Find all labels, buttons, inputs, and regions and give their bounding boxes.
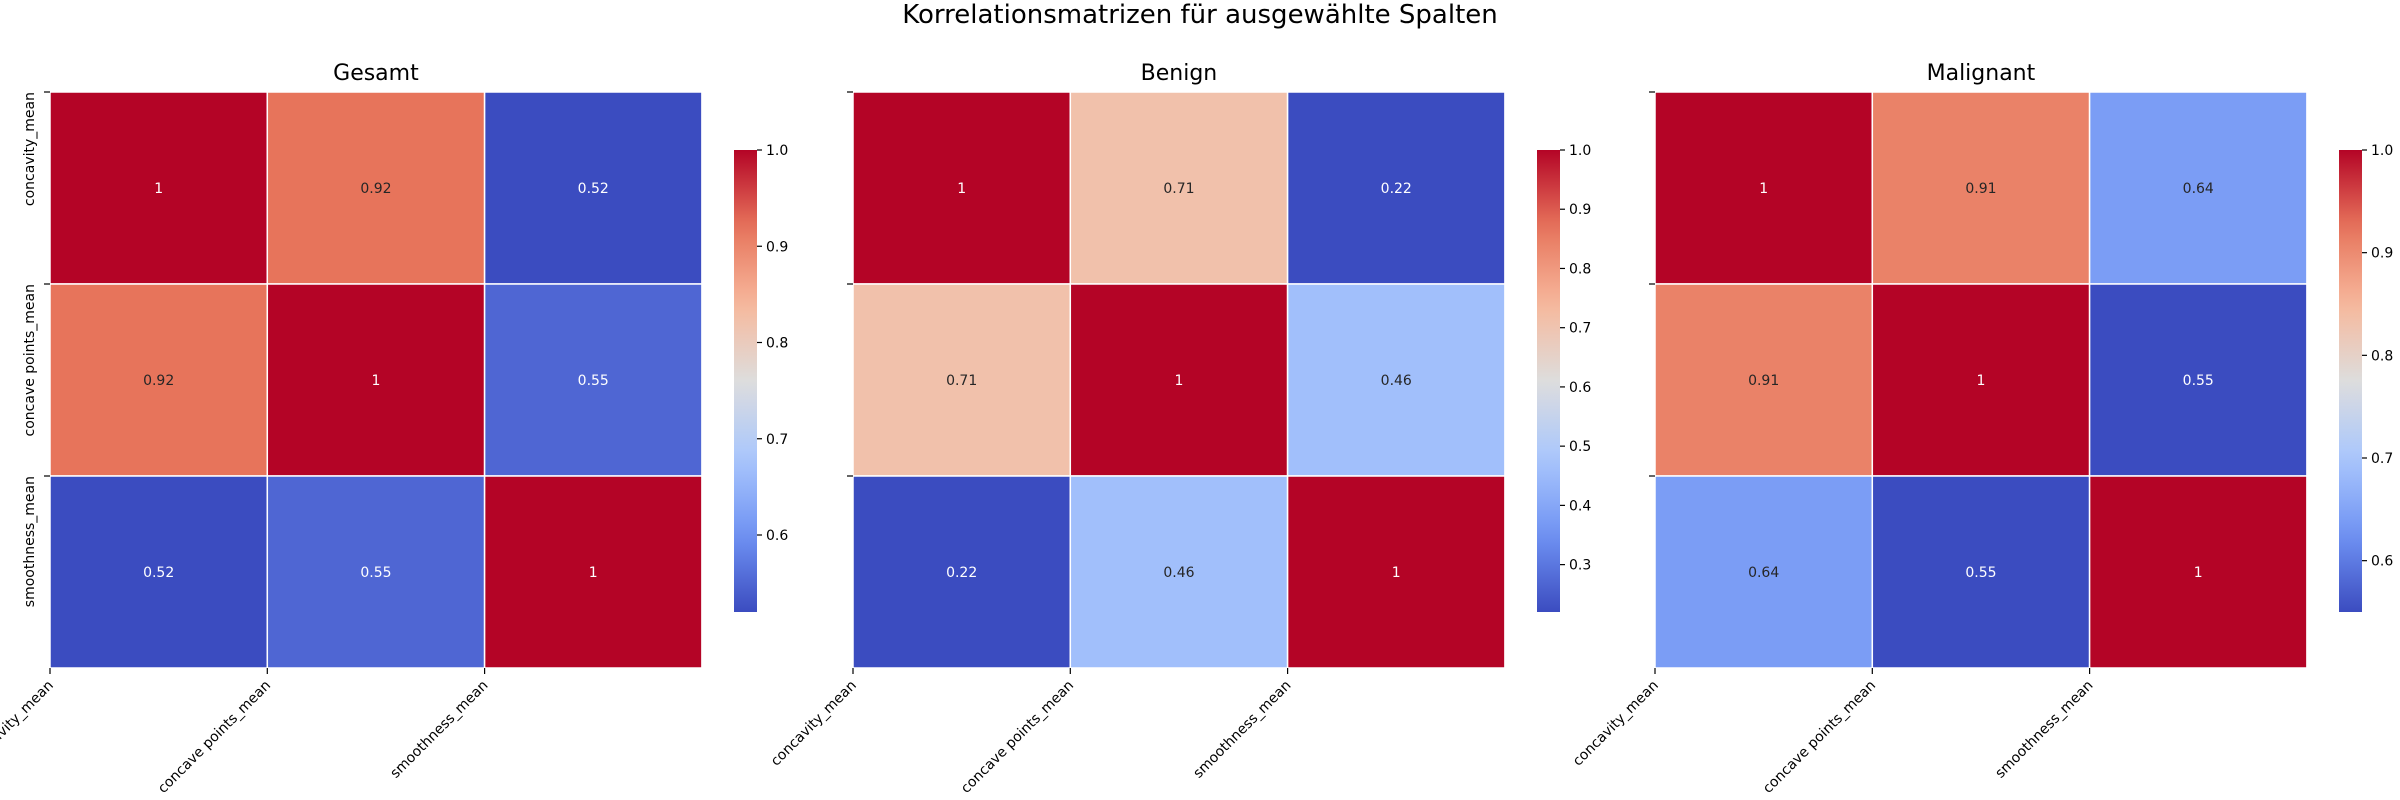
colorbar-tick-label: 0.6 (766, 528, 788, 544)
heatmap-cell (1286, 283, 1506, 477)
panel-title: Malignant (1927, 61, 2036, 86)
cell-annotation: 0.55 (2183, 373, 2214, 389)
heatmap-cell (266, 91, 486, 285)
cell-annotation: 0.92 (143, 373, 174, 389)
heatmap-cell (1286, 475, 1506, 669)
heatmap-cell (266, 283, 486, 477)
colorbar-tick-label: 0.6 (1569, 380, 1591, 396)
cell-annotation: 1 (2194, 565, 2203, 581)
colorbar-tick-label: 0.7 (2371, 451, 2393, 467)
cell-annotation: 0.55 (360, 565, 391, 581)
heatmap-panels: Gesamt 1 0.92 0.52 0.92 1 0.55 0.52 0.55 1 concavi… (0, 61, 2393, 797)
heatmap-cell (1871, 283, 2091, 477)
figure-title: Korrelationsmatrizen für ausgewählte Spa… (902, 0, 1498, 30)
colorbar-tick-label: 0.3 (1569, 558, 1591, 574)
cell-annotation: 1 (589, 565, 598, 581)
cell-annotation: 0.64 (1748, 565, 1779, 581)
colorbar (1537, 150, 1560, 612)
heatmap-cell (852, 283, 1072, 477)
cell-annotation: 0.92 (360, 181, 391, 197)
cell-annotation: 0.46 (1381, 373, 1412, 389)
colorbar-tick-label: 0.8 (1569, 261, 1591, 277)
heatmap-cell (2088, 283, 2308, 477)
heatmap-cell (1654, 91, 1874, 285)
heatmap-cell (852, 91, 1072, 285)
cell-annotation: 1 (1392, 565, 1401, 581)
colorbar-tick-label: 0.9 (1569, 202, 1591, 218)
cell-annotation: 0.71 (1163, 181, 1194, 197)
cell-annotation: 0.52 (578, 181, 609, 197)
cell-annotation: 1 (371, 373, 380, 389)
heatmap-cell (1069, 283, 1289, 477)
heatmap-cell (1871, 475, 2091, 669)
heatmap-cell (1654, 475, 1874, 669)
cell-annotation: 0.52 (143, 565, 174, 581)
colorbar-tick-label: 1.0 (2371, 143, 2393, 159)
cell-annotation: 0.22 (1381, 181, 1412, 197)
heatmap-cell (483, 91, 703, 285)
cell-annotation: 1 (1976, 373, 1985, 389)
heatmap-panel-1: Gesamt 1 0.92 0.52 0.92 1 0.55 0.52 0.55 1 concavi… (0, 61, 788, 797)
heatmap-cell (1654, 283, 1874, 477)
cell-annotation: 0.55 (1965, 565, 1996, 581)
cell-annotation: 0.64 (2183, 181, 2214, 197)
heatmap-cell (1286, 91, 1506, 285)
colorbar-tick-label: 0.9 (2371, 246, 2393, 262)
cell-annotation: 1 (1759, 181, 1768, 197)
colorbar-tick-label: 1.0 (1569, 143, 1591, 159)
heatmap-cell (483, 475, 703, 669)
colorbar-tick-label: 0.8 (2371, 348, 2393, 364)
colorbar-tick-label: 1.0 (766, 143, 788, 159)
heatmap-cell (266, 475, 486, 669)
heatmap-cell (1871, 91, 2091, 285)
y-tick-label: smoothness_mean (22, 476, 38, 607)
heatmap-cell (483, 283, 703, 477)
cell-annotation: 0.71 (946, 373, 977, 389)
panel-title: Gesamt (333, 61, 419, 86)
cell-annotation: 1 (1174, 373, 1183, 389)
cell-annotation: 0.55 (578, 373, 609, 389)
cell-annotation: 1 (957, 181, 966, 197)
panel-title: Benign (1141, 61, 1218, 86)
heatmap-cell (2088, 475, 2308, 669)
y-tick-label: concave points_mean (22, 284, 38, 436)
heatmap-cell (2088, 91, 2308, 285)
colorbar-tick-label: 0.7 (766, 432, 788, 448)
colorbar (734, 150, 757, 612)
colorbar-tick-label: 0.4 (1569, 498, 1591, 514)
cell-annotation: 0.91 (1748, 373, 1779, 389)
colorbar-tick-label: 0.9 (766, 239, 788, 255)
y-tick-label: concavity_mean (22, 92, 38, 206)
cell-annotation: 0.22 (946, 565, 977, 581)
cell-annotation: 0.91 (1965, 181, 1996, 197)
colorbar-tick-label: 0.8 (766, 336, 788, 352)
heatmap-cell (49, 283, 269, 477)
cell-annotation: 1 (154, 181, 163, 197)
colorbar (2339, 150, 2362, 612)
heatmap-cell (49, 475, 269, 669)
heatmap-cell (1069, 475, 1289, 669)
colorbar-tick-label: 0.7 (1569, 321, 1591, 337)
heatmap-cell (852, 475, 1072, 669)
colorbar-tick-label: 0.5 (1569, 439, 1591, 455)
colorbar-tick-label: 0.6 (2371, 554, 2393, 570)
cell-annotation: 0.46 (1163, 565, 1194, 581)
